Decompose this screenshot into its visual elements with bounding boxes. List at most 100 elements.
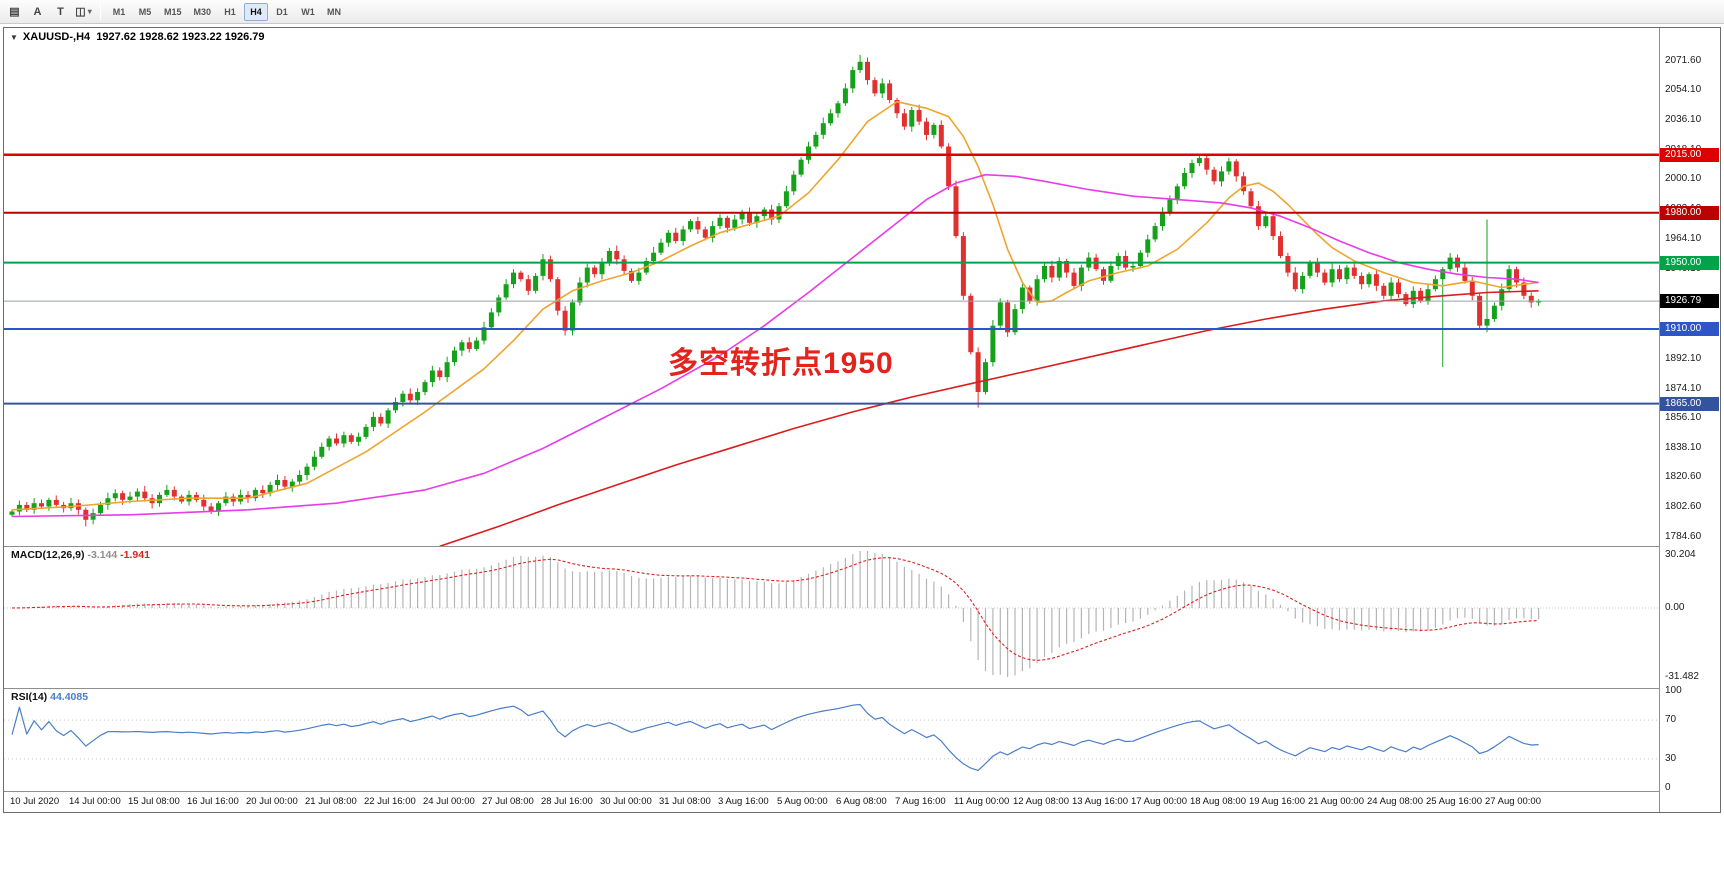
rsi-tick-label: 30 — [1665, 753, 1677, 764]
timeframe-buttons: M1 M5 M15 M30 H1 H4 D1 W1 MN — [106, 2, 347, 21]
timeframe-button-w1[interactable]: W1 — [301, 6, 315, 17]
ma-fast-line — [11, 100, 1539, 511]
rsi-panel[interactable]: RSI(14) 44.4085 — [4, 689, 1659, 791]
panel-divider[interactable] — [4, 546, 1720, 547]
time-tick-label: 24 Aug 08:00 — [1367, 796, 1423, 807]
rsi-line — [11, 703, 1539, 771]
time-tick-label: 6 Aug 08:00 — [836, 796, 887, 807]
time-tick-label: 25 Aug 16:00 — [1426, 796, 1482, 807]
rsi-tick-label: 0 — [1665, 782, 1671, 793]
timeframe-button-m15[interactable]: M15 — [164, 6, 182, 17]
quote-line: ▼ XAUUSD-,H4 1927.62 1928.62 1923.22 1926… — [10, 31, 265, 43]
chart-annotation[interactable]: 多空转折点1950 — [668, 347, 894, 380]
rsi-tick-label: 100 — [1665, 685, 1682, 696]
charts-toolbar-button[interactable]: ▤ — [3, 2, 26, 22]
ohlc-values: 1927.62 1928.62 1923.22 1926.79 — [96, 31, 265, 43]
objects-icon: ◫ — [75, 6, 86, 18]
rsi-plot[interactable] — [4, 689, 1659, 791]
ma-medium-line — [11, 173, 1539, 518]
macd-plot[interactable] — [4, 547, 1659, 688]
time-tick-label: 27 Aug 00:00 — [1485, 796, 1541, 807]
time-axis[interactable]: 10 Jul 2020 14 Jul 00:00 15 Jul 08:00 16 Ju… — [4, 792, 1659, 812]
time-tick-label: 28 Jul 16:00 — [541, 796, 593, 807]
level-price-badge: 1980.00 — [1660, 206, 1719, 220]
current-price-badge: 1926.79 — [1660, 294, 1719, 308]
macd-name: MACD(12,26,9) — [11, 549, 85, 561]
price-tick-label: 1784.60 — [1665, 531, 1702, 542]
timeframe-button-m30[interactable]: M30 — [193, 6, 212, 17]
timeframe-button-h4[interactable]: H4 — [244, 2, 269, 21]
time-tick-label: 12 Aug 08:00 — [1013, 796, 1069, 807]
macd-tick-label: 30.204 — [1665, 549, 1696, 560]
text-tool-button[interactable]: T — [49, 2, 72, 22]
price-tick-label: 1856.10 — [1665, 412, 1702, 423]
time-tick-label: 19 Aug 16:00 — [1249, 796, 1305, 807]
price-tick-label: 1820.60 — [1665, 471, 1702, 482]
time-tick-label: 14 Jul 00:00 — [69, 796, 121, 807]
macd-label: MACD(12,26,9) -3.144 -1.941 — [11, 549, 150, 561]
macd-main-value: -3.144 — [87, 549, 118, 561]
level-price-badge: 1950.00 — [1660, 256, 1719, 270]
price-panel[interactable]: ▼ XAUUSD-,H4 1927.62 1928.62 1923.22 1926… — [4, 28, 1659, 546]
text-tool-icon: T — [57, 5, 64, 18]
macd-tick-label: -31.482 — [1665, 671, 1699, 682]
price-tick-label: 2000.10 — [1665, 173, 1702, 184]
rsi-name: RSI(14) — [11, 691, 48, 703]
panel-divider[interactable] — [4, 688, 1720, 689]
price-tick-label: 2054.10 — [1665, 84, 1702, 95]
collapse-arrow-icon[interactable]: ▼ — [10, 33, 18, 42]
cursor-a-icon: A — [33, 5, 42, 18]
timeframe-button-h1[interactable]: H1 — [224, 6, 236, 17]
timeframe-button-d1[interactable]: D1 — [276, 6, 288, 17]
cursor-tool-button[interactable]: A — [26, 2, 49, 22]
ma-slow-line — [439, 290, 1539, 546]
main-chart-plot[interactable] — [4, 28, 1659, 546]
macd-tick-label: 0.00 — [1665, 602, 1685, 613]
chart-window: ▼ XAUUSD-,H4 1927.62 1928.62 1923.22 1926… — [3, 27, 1721, 813]
symbol-period-label: XAUUSD-,H4 — [22, 31, 91, 43]
macd-panel[interactable]: MACD(12,26,9) -3.144 -1.941 — [4, 547, 1659, 688]
panel-divider[interactable] — [4, 791, 1720, 792]
price-tick-label: 2036.10 — [1665, 114, 1702, 125]
time-tick-label: 13 Aug 16:00 — [1072, 796, 1128, 807]
level-price-badge: 1910.00 — [1660, 322, 1719, 336]
level-price-badge: 2015.00 — [1660, 148, 1719, 162]
objects-button[interactable]: ◫ ▾ — [72, 2, 95, 22]
level-price-badge: 1865.00 — [1660, 397, 1719, 411]
time-tick-label: 17 Aug 00:00 — [1131, 796, 1187, 807]
macd-signal-value: -1.941 — [120, 549, 150, 561]
time-tick-label: 18 Aug 08:00 — [1190, 796, 1246, 807]
toolbar-separator — [100, 3, 101, 20]
time-tick-label: 10 Jul 2020 — [10, 796, 60, 807]
time-tick-label: 27 Jul 08:00 — [482, 796, 534, 807]
rsi-value: 44.4085 — [50, 691, 89, 703]
price-tick-label: 1892.10 — [1665, 353, 1702, 364]
price-tick-label: 1964.10 — [1665, 233, 1702, 244]
price-axis[interactable]: 2071.602054.102036.102018.102000.101982.… — [1660, 28, 1720, 812]
chevron-down-icon: ▾ — [87, 7, 92, 16]
timeframe-button-mn[interactable]: MN — [327, 6, 342, 17]
time-tick-label: 20 Jul 00:00 — [246, 796, 298, 807]
timeframe-button-m5[interactable]: M5 — [138, 6, 152, 17]
price-tick-label: 1802.60 — [1665, 501, 1702, 512]
axis-separator — [1659, 28, 1660, 812]
time-tick-label: 30 Jul 00:00 — [600, 796, 652, 807]
price-tick-label: 1838.10 — [1665, 442, 1702, 453]
time-tick-label: 5 Aug 00:00 — [777, 796, 828, 807]
time-tick-label: 7 Aug 16:00 — [895, 796, 946, 807]
time-tick-label: 31 Jul 08:00 — [659, 796, 711, 807]
price-tick-label: 2071.60 — [1665, 55, 1702, 66]
time-tick-label: 22 Jul 16:00 — [364, 796, 416, 807]
rsi-tick-label: 70 — [1665, 714, 1677, 725]
toolbar: ▤ A T ◫ ▾ M1 M5 M15 M30 H1 H4 D1 W1 MN — [0, 0, 1724, 24]
time-tick-label: 24 Jul 00:00 — [423, 796, 475, 807]
time-tick-label: 21 Jul 08:00 — [305, 796, 357, 807]
rsi-label: RSI(14) 44.4085 — [11, 691, 88, 703]
time-tick-label: 21 Aug 00:00 — [1308, 796, 1364, 807]
timeframe-button-m1[interactable]: M1 — [112, 6, 126, 17]
time-tick-label: 3 Aug 16:00 — [718, 796, 769, 807]
time-tick-label: 11 Aug 00:00 — [954, 796, 1010, 807]
price-tick-label: 1874.10 — [1665, 383, 1702, 394]
time-tick-label: 15 Jul 08:00 — [128, 796, 180, 807]
